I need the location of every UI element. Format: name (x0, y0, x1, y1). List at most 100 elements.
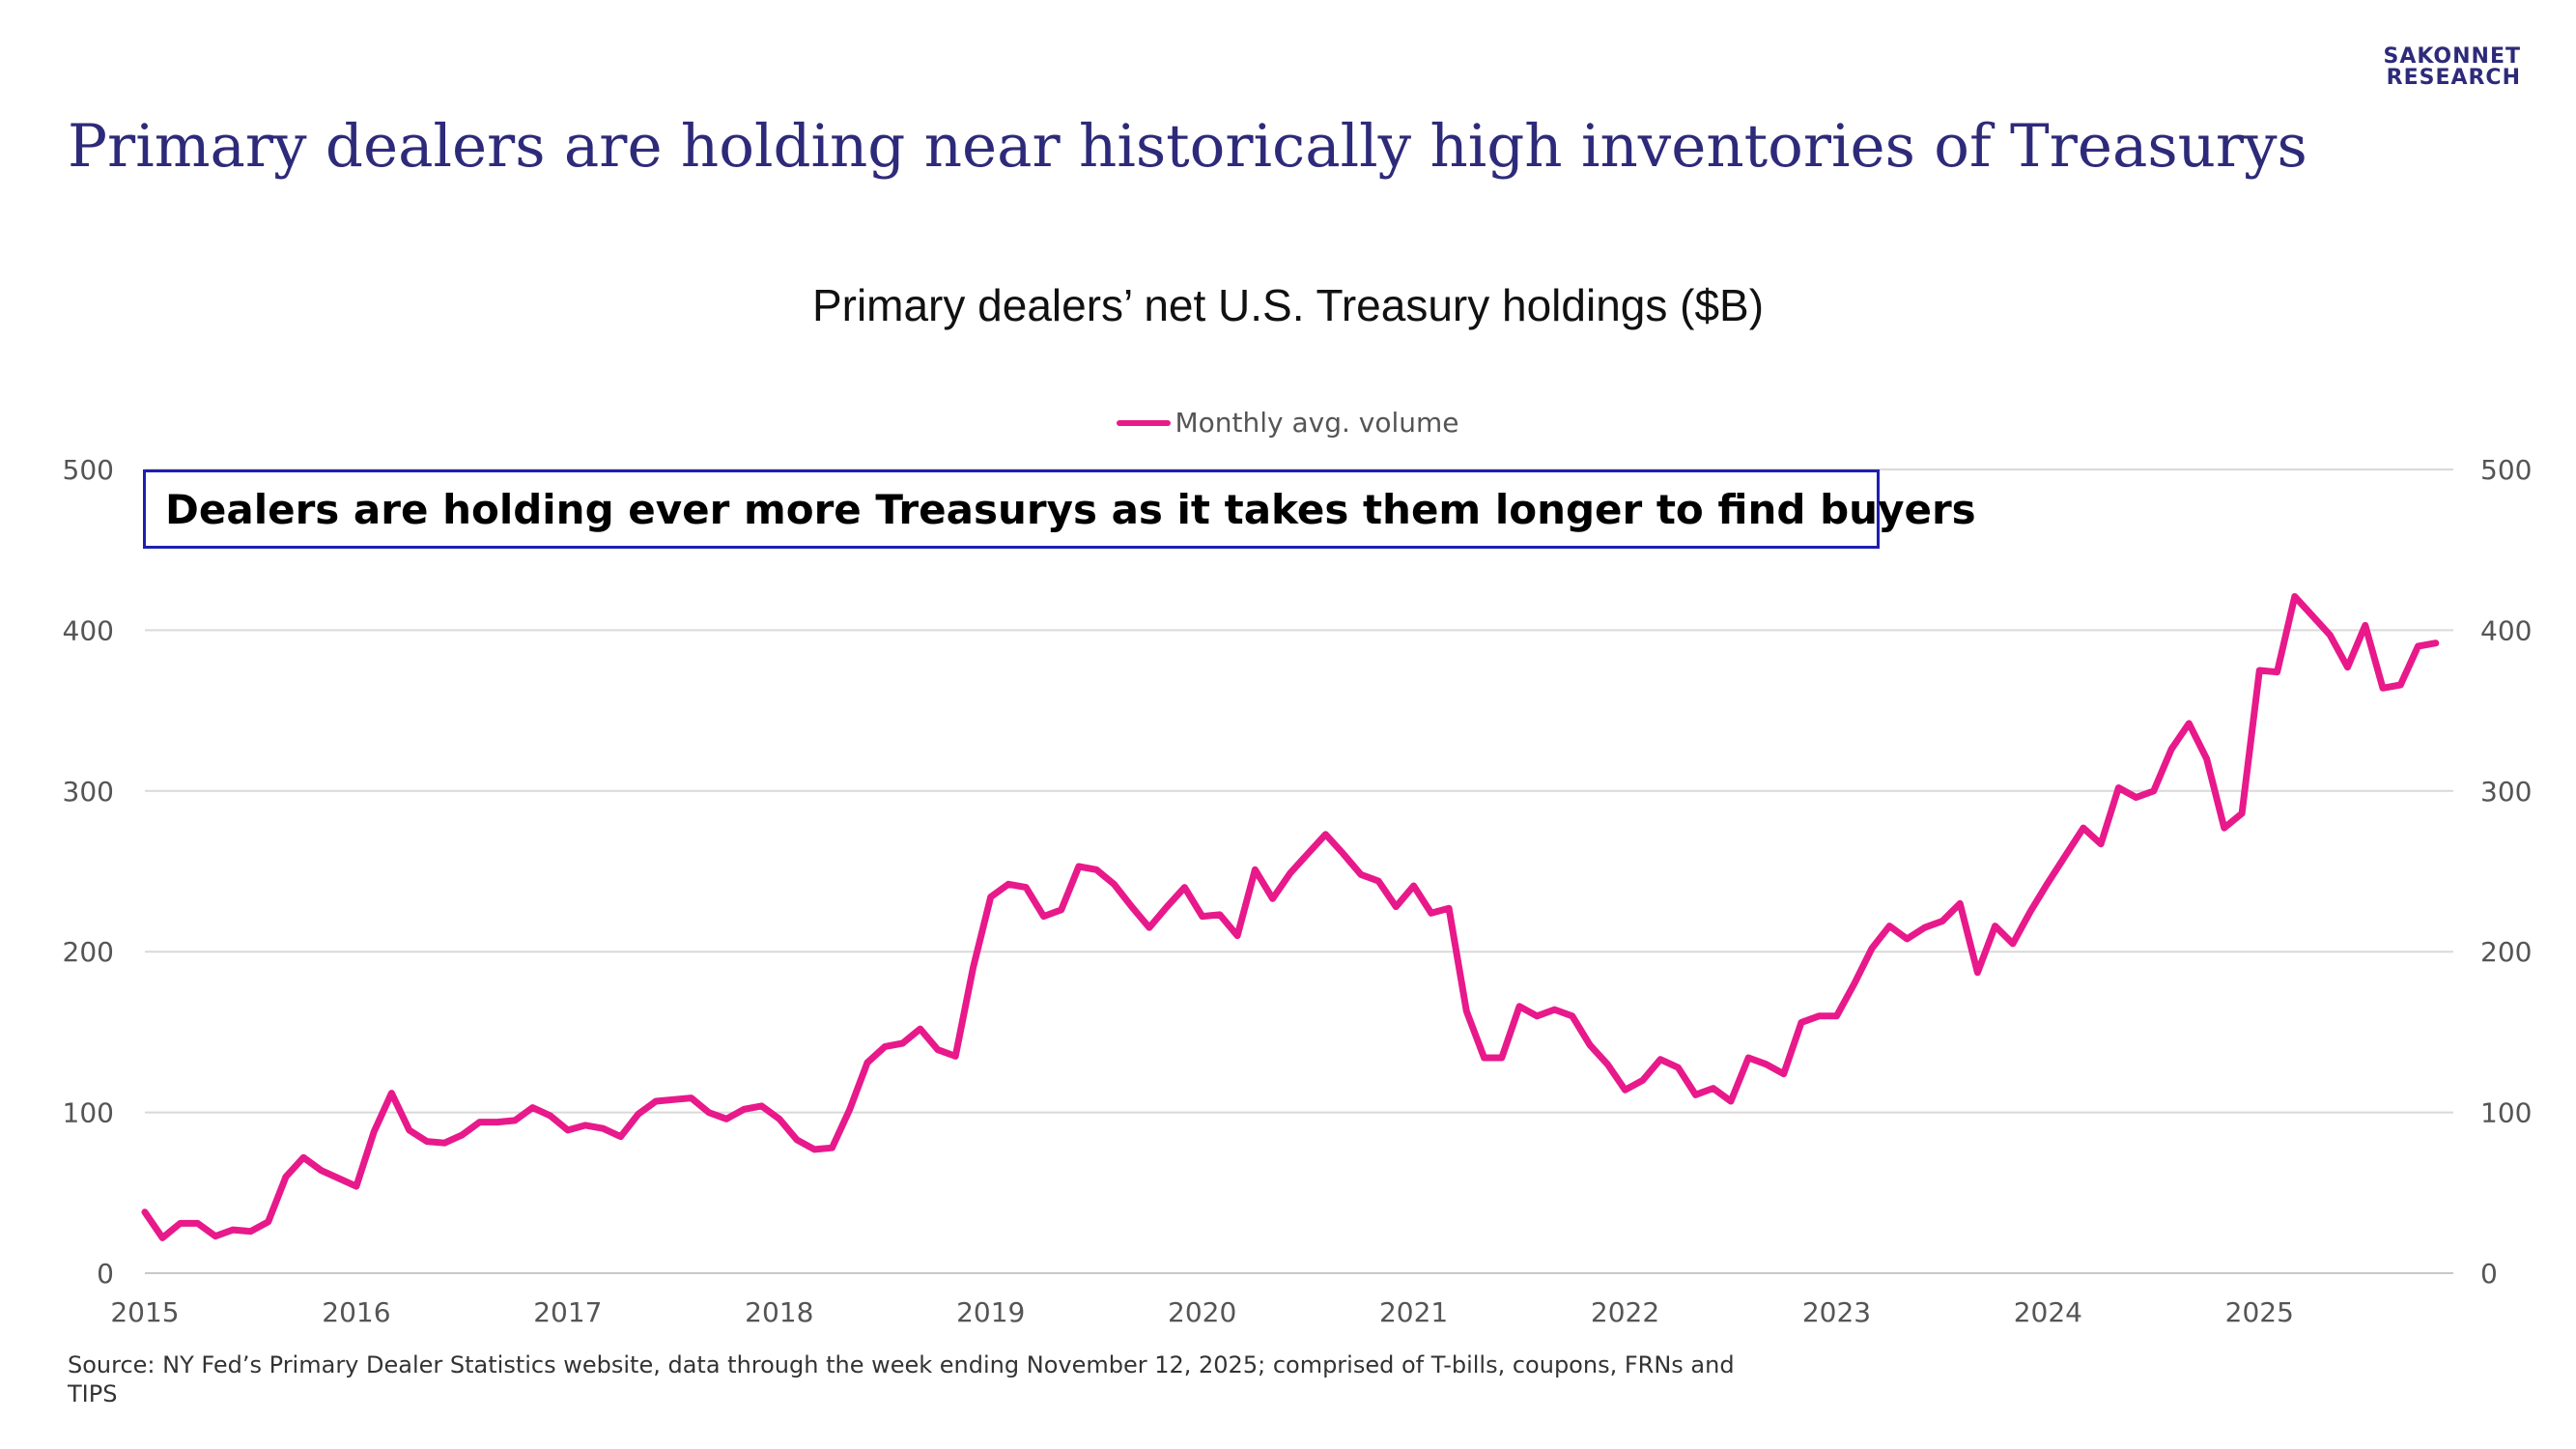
data-point (1730, 1100, 1732, 1102)
y-tick-label-left: 300 (63, 776, 114, 808)
data-point (1995, 925, 1996, 927)
data-point (620, 1136, 622, 1138)
data-point (2277, 671, 2279, 673)
y-axis-left: 0 100 200 300 400 500 (63, 454, 114, 1290)
data-point (1747, 1057, 1749, 1059)
legend-swatch (1117, 420, 1172, 426)
data-point (320, 1170, 322, 1171)
data-point (1659, 1059, 1661, 1061)
brand-logo: SAKONNET RESEARCH (2357, 46, 2521, 89)
data-point (2364, 624, 2366, 626)
data-point (1642, 1079, 1644, 1081)
y-tick-label-left: 0 (97, 1258, 114, 1290)
data-point (161, 1236, 163, 1238)
data-point (373, 1131, 375, 1133)
x-tick-label: 2025 (2225, 1296, 2294, 1328)
data-point (514, 1120, 516, 1122)
data-point (550, 1115, 552, 1117)
data-point (1007, 883, 1009, 885)
brand-line-2: RESEARCH (2386, 66, 2521, 90)
data-point (1113, 883, 1115, 885)
y-tick-label-left: 400 (63, 614, 114, 646)
data-point (2065, 854, 2067, 856)
data-point (1254, 868, 1256, 870)
data-point (2399, 684, 2401, 686)
data-point (1430, 912, 1432, 914)
data-point (1501, 1057, 1503, 1059)
data-point (426, 1141, 428, 1143)
data-point (743, 1108, 745, 1110)
data-point (1148, 926, 1150, 928)
data-point (2347, 667, 2348, 668)
data-point (1836, 1015, 1837, 1017)
data-point (672, 1098, 674, 1100)
data-point (2329, 634, 2331, 636)
data-point (232, 1229, 234, 1231)
x-tick-label: 2022 (1591, 1296, 1659, 1328)
data-point (268, 1221, 269, 1223)
data-point (1095, 868, 1097, 870)
data-point (2294, 596, 2296, 597)
data-point (884, 1045, 886, 1047)
y-tick-label-right: 300 (2480, 776, 2532, 808)
data-point (567, 1129, 569, 1131)
data-point (1324, 834, 1326, 836)
data-point (1465, 1010, 1467, 1012)
data-point (1289, 872, 1291, 874)
data-point (409, 1129, 410, 1131)
data-point (1941, 921, 1943, 923)
data-point (1183, 887, 1185, 889)
data-point (708, 1112, 710, 1114)
data-point (1606, 1064, 1608, 1065)
data-point (1395, 906, 1397, 908)
x-tick-label: 2021 (1379, 1296, 1448, 1328)
data-point (1571, 1015, 1573, 1017)
data-point (1766, 1064, 1767, 1065)
data-point (937, 1049, 939, 1051)
data-point (1061, 909, 1062, 911)
data-point (1554, 1009, 1555, 1010)
data-point (1625, 1089, 1626, 1091)
data-point (461, 1134, 463, 1136)
data-point (180, 1222, 181, 1224)
data-point (1677, 1066, 1679, 1068)
data-point (1800, 1021, 1802, 1023)
data-point (2435, 642, 2437, 644)
data-point (691, 1097, 693, 1099)
data-point (531, 1107, 533, 1109)
data-point (1043, 916, 1044, 918)
x-tick-label: 2017 (533, 1296, 602, 1328)
data-point (1871, 948, 1873, 950)
data-point (2418, 645, 2419, 647)
data-point (2082, 827, 2084, 829)
data-point (1976, 972, 1978, 974)
data-point (1818, 1015, 1820, 1017)
data-point (2188, 723, 2190, 724)
data-point (338, 1178, 340, 1179)
data-point (832, 1147, 833, 1149)
data-point (796, 1139, 798, 1141)
y-tick-label-right: 400 (2480, 614, 2532, 646)
y-tick-label-right: 0 (2480, 1258, 2498, 1290)
data-point (1536, 1015, 1538, 1017)
data-point (1377, 880, 1379, 882)
x-tick-label: 2019 (956, 1296, 1025, 1328)
source-note: Source: NY Fed’s Primary Dealer Statisti… (68, 1351, 1735, 1407)
callout-text: Dealers are holding ever more Treasurys … (165, 485, 1976, 533)
series-line (141, 593, 2440, 1241)
headline: Primary dealers are holding near histori… (68, 112, 2307, 181)
x-axis: 2015 2016 2017 2018 2019 2020 2021 2022 2023 2024… (110, 1296, 2294, 1328)
data-point (1589, 1044, 1591, 1046)
y-tick-label-right: 200 (2480, 936, 2532, 968)
y-tick-label-right: 100 (2480, 1097, 2532, 1129)
data-point (390, 1093, 392, 1094)
data-point (1236, 935, 1238, 937)
data-point (778, 1118, 780, 1120)
data-point (2153, 790, 2155, 792)
data-point (990, 896, 992, 898)
data-point (2206, 758, 2208, 759)
data-point (902, 1042, 903, 1044)
y-tick-label-left: 200 (63, 936, 114, 968)
x-tick-label: 2016 (322, 1296, 390, 1328)
